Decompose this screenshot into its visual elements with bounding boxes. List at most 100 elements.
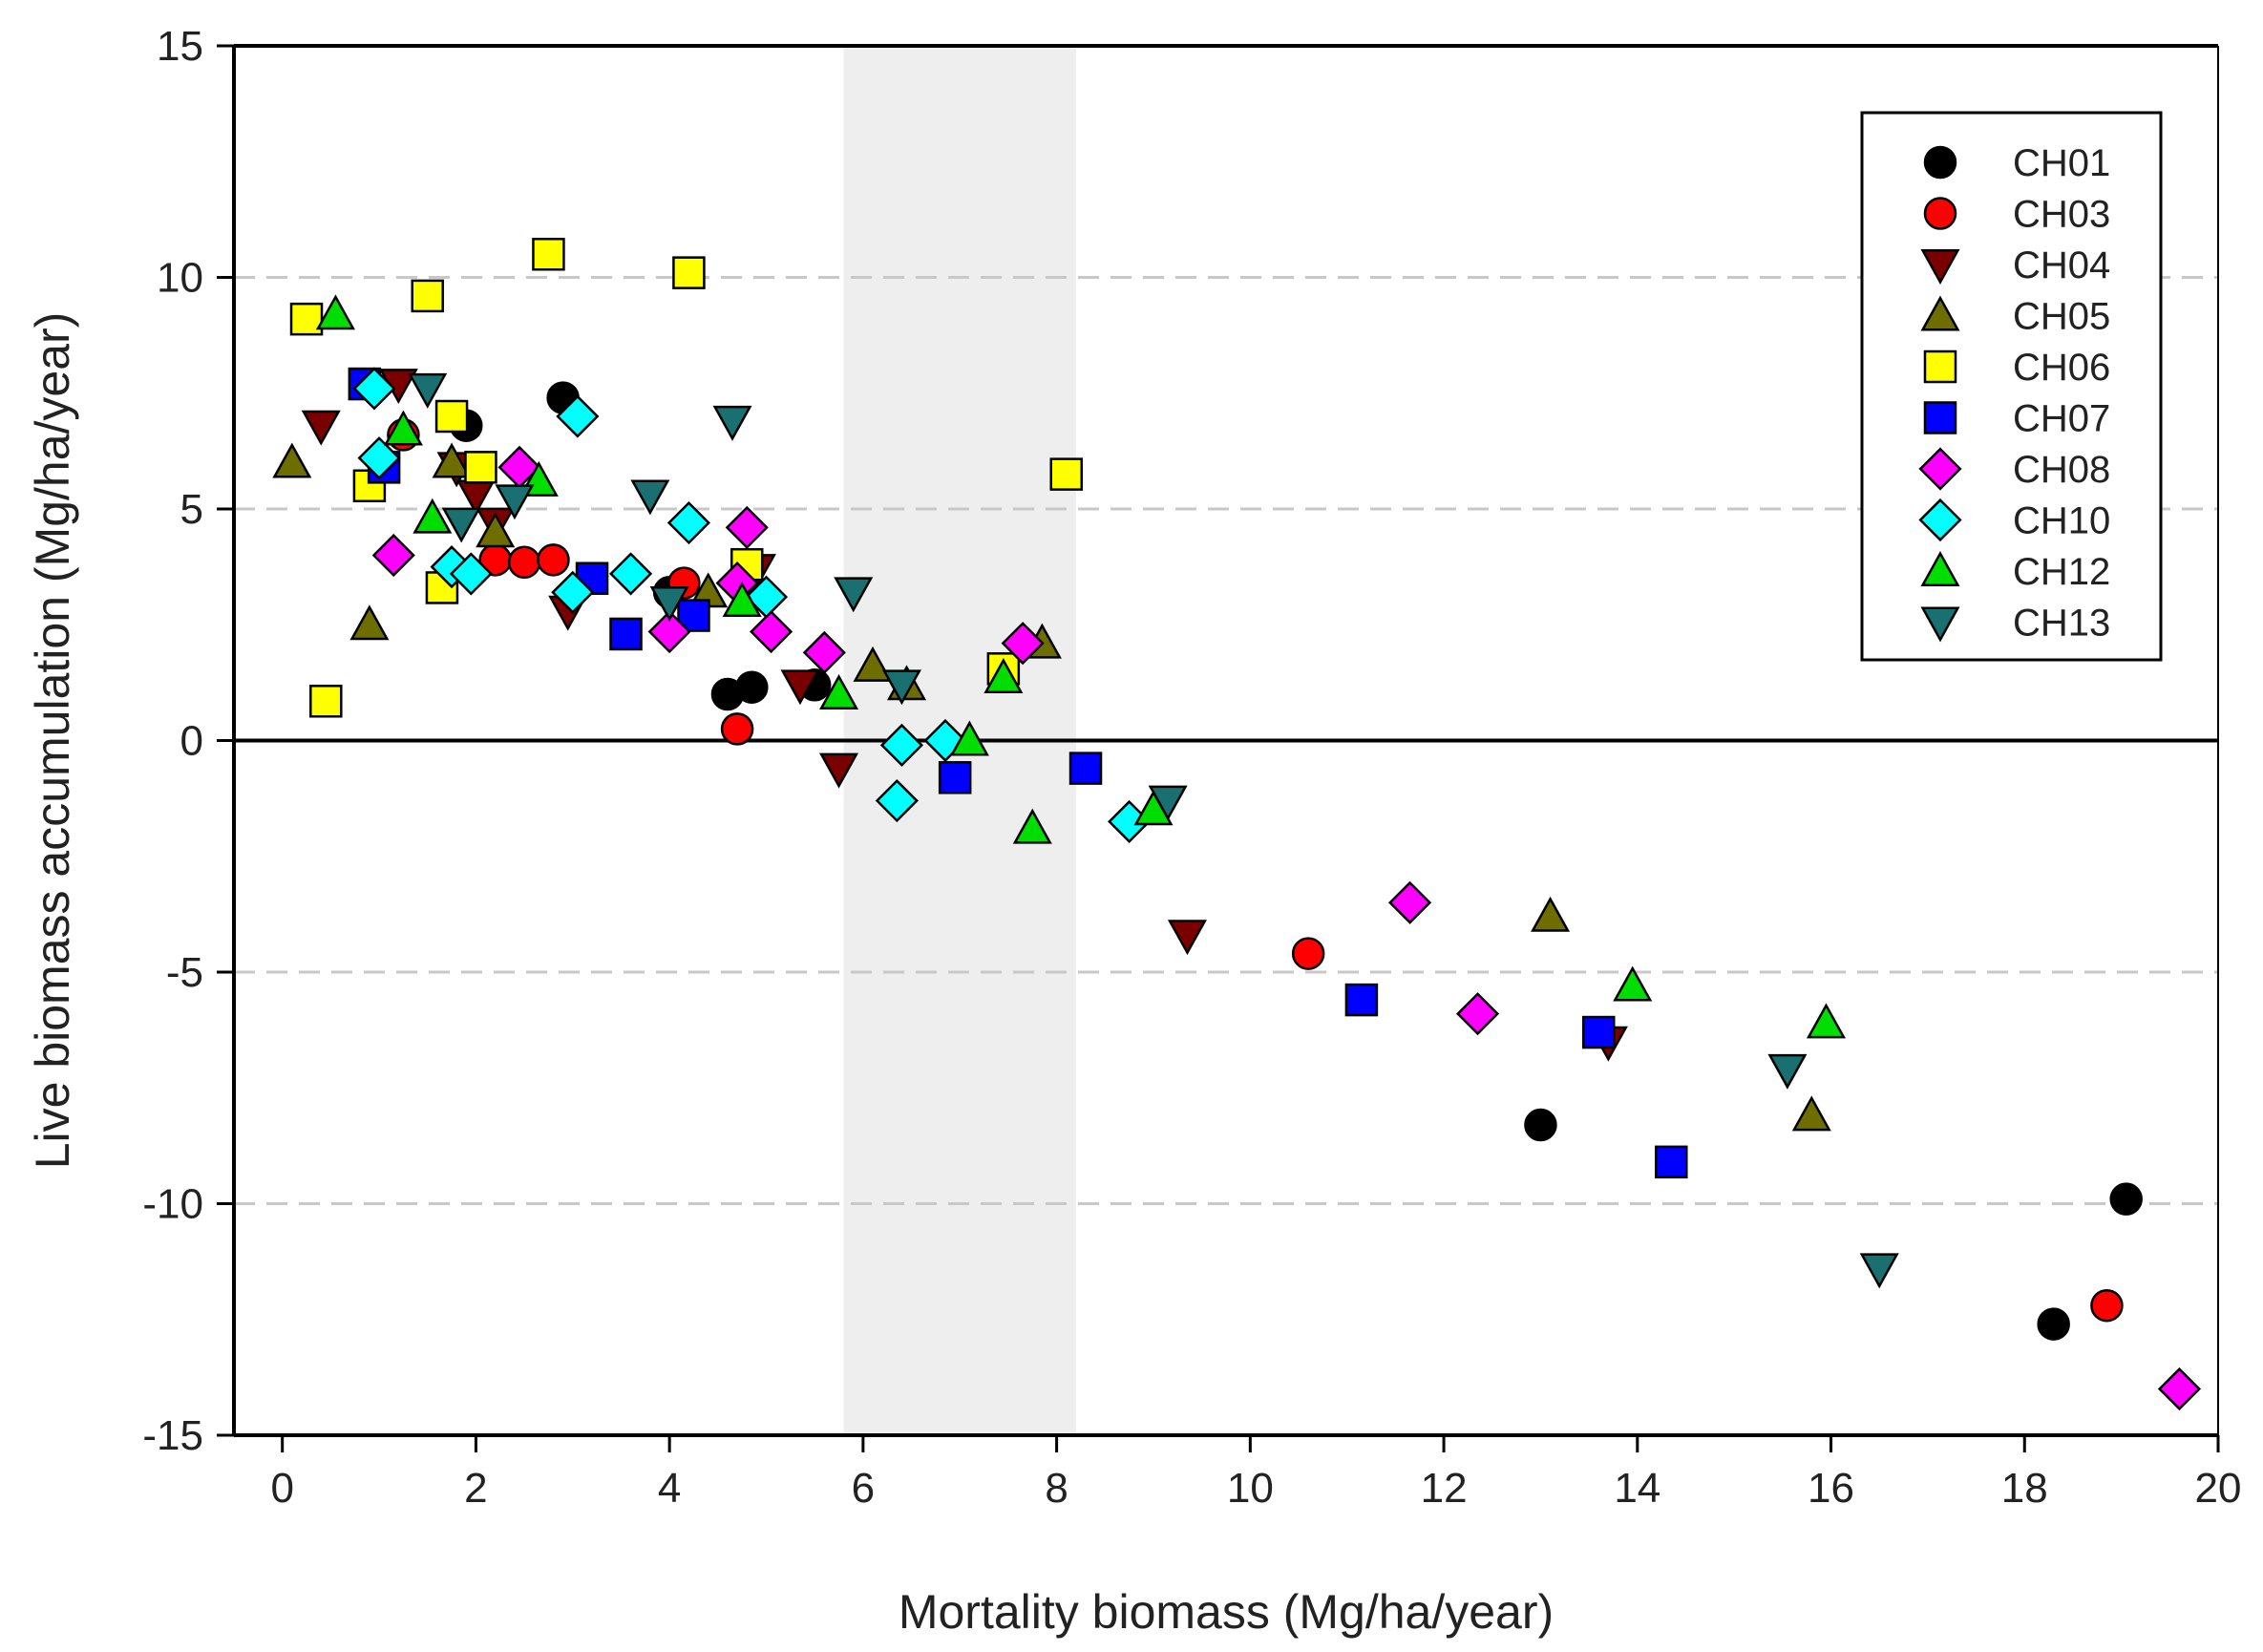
data-point: [881, 669, 921, 706]
legend-marker: [1923, 349, 1957, 384]
legend-marker: [1920, 295, 1960, 331]
axis-ticks: 0 2 4 6 8 10 12 14 16 18 20 -15 -10 -5 0 5 10 15: [142, 23, 2241, 1512]
legend-label: CH06: [2013, 347, 2110, 389]
data-point: [725, 505, 769, 549]
y-tick-label: 10: [157, 255, 203, 302]
y-tick-label: 0: [180, 718, 203, 765]
data-point: [408, 372, 448, 409]
data-point: [507, 545, 541, 580]
x-tick-label: 20: [2195, 1465, 2242, 1512]
data-point: [722, 582, 762, 617]
legend-label: CH05: [2013, 296, 2110, 338]
data-point: [720, 712, 754, 746]
legend-label: CH04: [2013, 244, 2110, 286]
data-point: [1806, 1003, 1846, 1039]
data-point: [1001, 622, 1045, 666]
y-tick-label: -15: [142, 1412, 203, 1459]
legend-label: CH08: [2013, 449, 2110, 491]
legend: CH01 CH03 CH04 CH05 CH06 CH07 CH08 CH10 CH12 CH13: [1860, 111, 2163, 662]
legend-label: CH10: [2013, 500, 2110, 542]
data-point: [647, 609, 691, 654]
data-point: [441, 507, 481, 543]
legend-marker: [1920, 249, 1960, 285]
data-point: [352, 367, 396, 411]
data-point: [923, 718, 967, 763]
data-point: [1859, 1253, 1899, 1289]
data-point: [983, 658, 1024, 693]
legend-marker: [1923, 401, 1957, 434]
data-point: [289, 302, 324, 336]
data-point: [383, 410, 423, 446]
series-ch07: [348, 367, 1688, 1179]
data-point: [609, 617, 643, 651]
data-point: [1455, 992, 1500, 1036]
data-points: [272, 238, 2202, 1411]
data-point: [938, 761, 972, 794]
legend-label: CH12: [2013, 551, 2110, 593]
grid-lines: [234, 276, 2218, 1205]
series-ch10: [352, 367, 1152, 843]
data-point: [780, 669, 820, 706]
data-point: [1582, 1015, 1616, 1049]
data-point: [349, 604, 390, 641]
x-tick-label: 2: [464, 1465, 487, 1512]
series-ch08: [371, 445, 2202, 1411]
data-point: [1167, 920, 1207, 956]
data-point: [802, 630, 846, 674]
data-point: [1388, 880, 1432, 924]
data-point: [2037, 1307, 2070, 1341]
data-point: [2090, 1288, 2124, 1323]
data-point: [853, 646, 893, 682]
data-point: [315, 294, 355, 330]
data-point: [949, 720, 989, 756]
data-point: [1613, 965, 1653, 1002]
legend-marker: [1918, 447, 1962, 491]
data-point: [432, 442, 472, 478]
data-point: [750, 609, 793, 654]
data-point: [1767, 1053, 1808, 1090]
data-point: [875, 778, 919, 823]
data-point: [1068, 752, 1103, 785]
y-tick-label: -10: [142, 1181, 203, 1228]
data-point: [551, 570, 595, 614]
legend-marker: [1923, 197, 1957, 230]
data-point: [672, 256, 706, 289]
series-ch13: [408, 372, 1899, 1289]
x-tick-label: 0: [270, 1465, 293, 1512]
data-point: [1791, 1095, 1831, 1132]
data-point: [819, 674, 859, 710]
data-point: [712, 405, 752, 441]
data-point: [309, 685, 343, 718]
legend-marker: [1918, 498, 1962, 542]
data-point: [1655, 1145, 1688, 1179]
data-point: [1049, 457, 1083, 491]
data-point: [1344, 983, 1379, 1017]
data-point: [357, 436, 401, 480]
legend-label: CH07: [2013, 398, 2110, 440]
data-point: [2109, 1182, 2143, 1216]
data-point: [301, 410, 341, 446]
data-point: [434, 399, 469, 434]
data-point: [556, 394, 600, 438]
y-tick-label: 15: [157, 23, 203, 70]
data-point: [476, 512, 516, 548]
data-point: [464, 451, 497, 484]
data-point: [819, 752, 859, 789]
x-tick-label: 6: [852, 1465, 875, 1512]
x-tick-label: 10: [1227, 1465, 1274, 1512]
data-point: [1148, 785, 1188, 821]
data-point: [412, 498, 453, 534]
legend-marker: [1920, 606, 1960, 643]
data-point: [630, 479, 670, 516]
data-point: [411, 279, 444, 313]
legend-label: CH01: [2013, 142, 2110, 184]
data-point: [495, 484, 535, 520]
y-tick-label: -5: [166, 949, 203, 996]
data-point: [834, 577, 874, 613]
legend-box: [1860, 111, 2163, 662]
legend-marker: [1923, 145, 1957, 180]
data-point: [744, 575, 789, 619]
data-point: [609, 552, 653, 596]
x-tick-label: 16: [1808, 1465, 1854, 1512]
